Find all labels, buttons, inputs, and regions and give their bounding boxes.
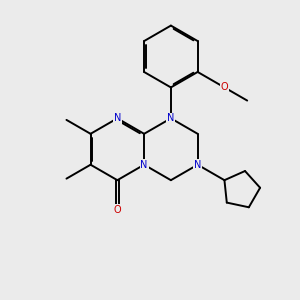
Text: N: N <box>140 160 148 170</box>
Text: N: N <box>114 113 121 123</box>
Text: O: O <box>220 82 228 92</box>
Text: N: N <box>194 160 201 170</box>
Text: O: O <box>113 205 121 214</box>
Text: N: N <box>167 113 175 123</box>
